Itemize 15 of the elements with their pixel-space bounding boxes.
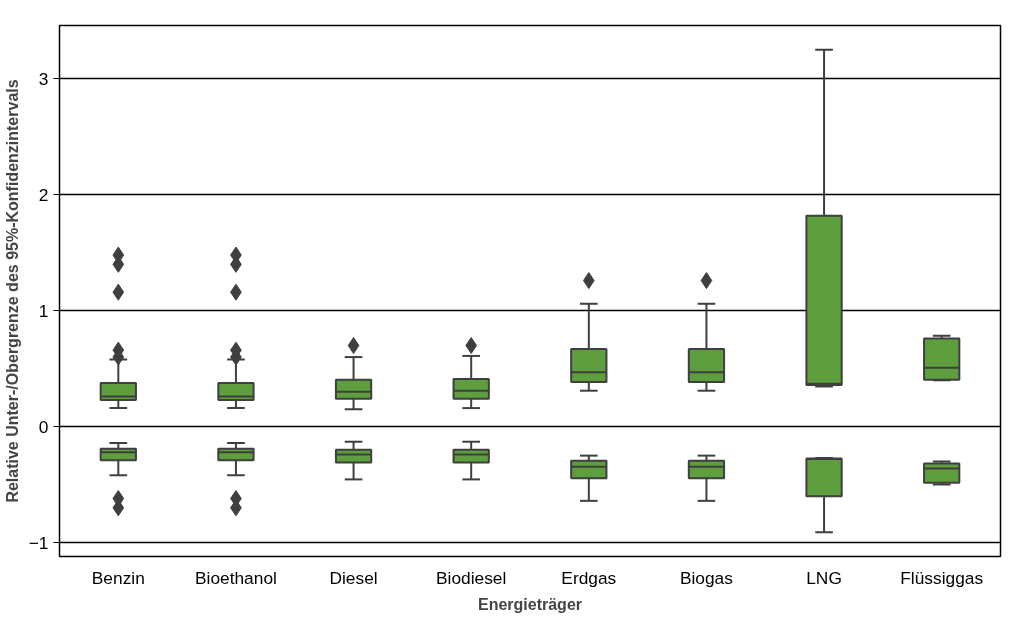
x-tick-label: Flüssiggas xyxy=(900,567,984,588)
y-tick-label: 2 xyxy=(38,184,49,205)
x-tick-label: Biodiesel xyxy=(436,567,507,588)
x-tick-label: Diesel xyxy=(329,567,378,588)
x-axis-title: Energieträger xyxy=(477,595,583,613)
x-tick-label: Erdgas xyxy=(561,567,617,588)
y-axis-title: Relative Unter-/Obergrenze des 95%-Konfidenzintervals xyxy=(3,79,21,503)
y-tick-label: 0 xyxy=(38,416,49,437)
y-tick-label: −1 xyxy=(28,532,49,553)
x-tick-label: Bioethanol xyxy=(194,567,277,588)
y-tick-label: 1 xyxy=(38,300,49,321)
y-tick-label: 3 xyxy=(38,68,49,89)
x-tick-label: Biogas xyxy=(679,567,734,588)
x-tick-label: Benzin xyxy=(91,567,145,588)
x-tick-label: LNG xyxy=(806,567,842,588)
